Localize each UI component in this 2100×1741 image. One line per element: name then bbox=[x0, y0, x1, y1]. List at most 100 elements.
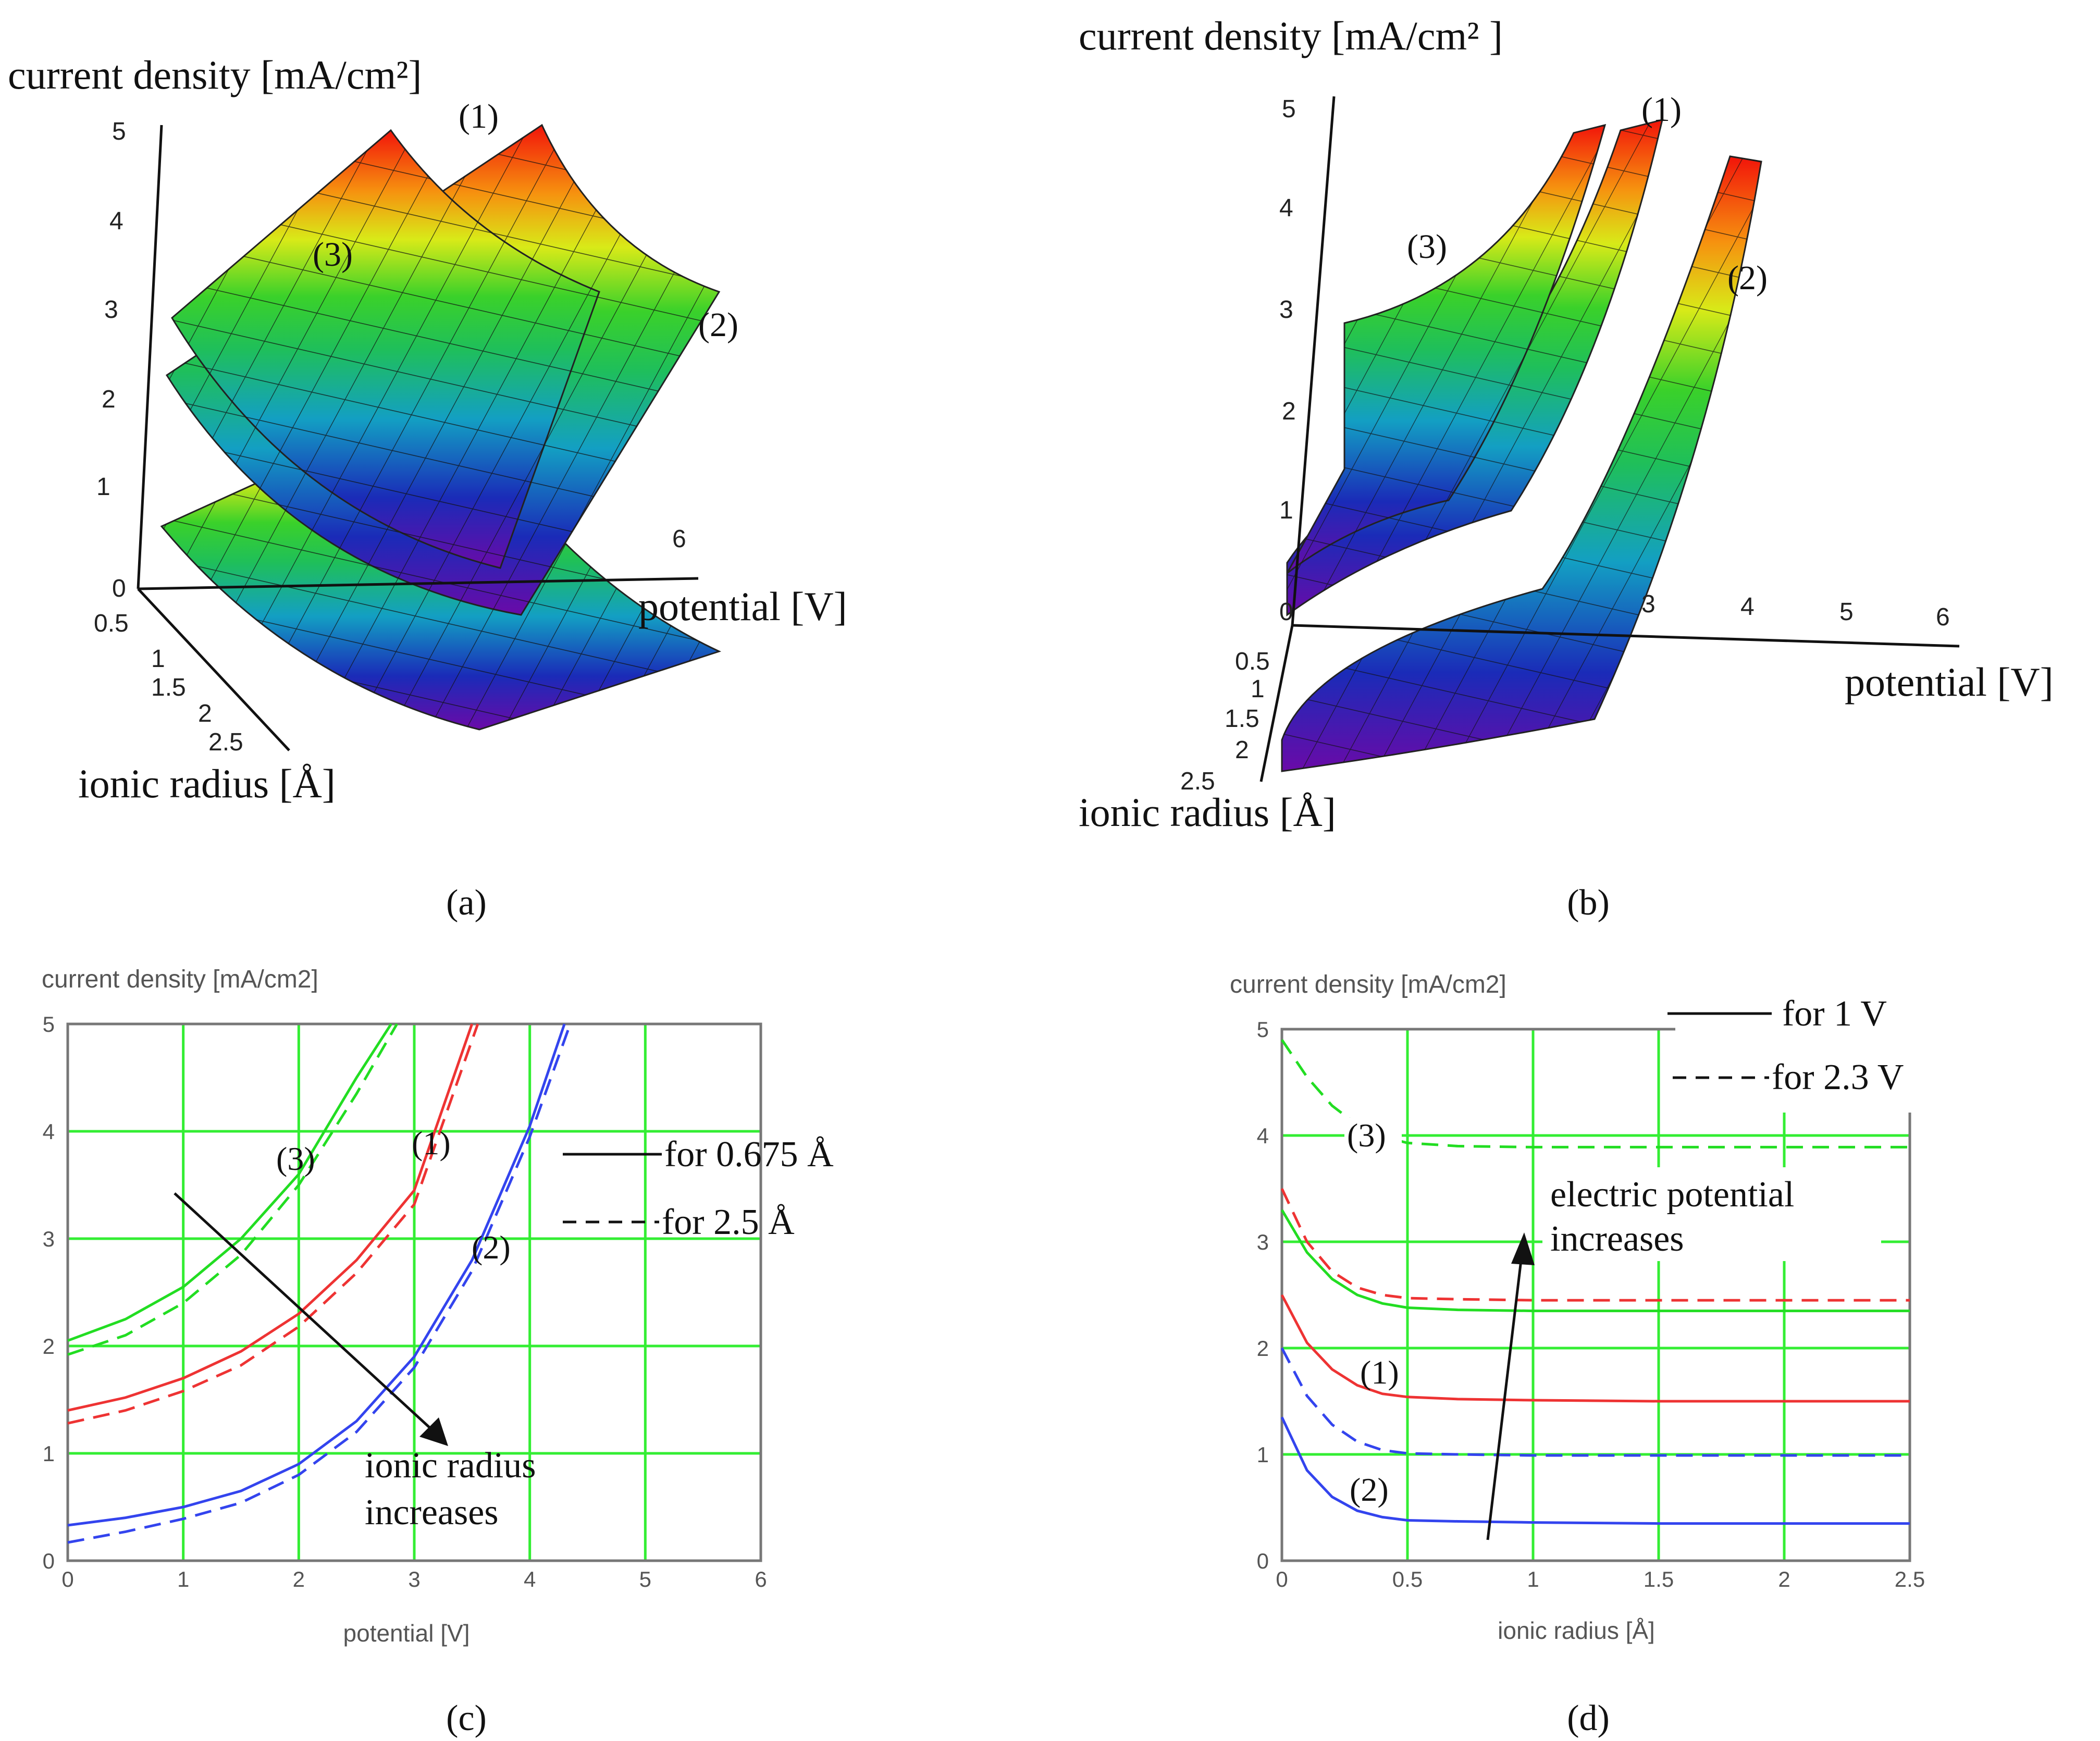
x-tick-label: 1.5 bbox=[1644, 1567, 1674, 1591]
panel-c-xlabel: potential [V] bbox=[343, 1620, 470, 1647]
panel-c-arrowhead bbox=[419, 1417, 448, 1446]
panel-c-grid bbox=[66, 1022, 762, 1562]
panel-b-label-3: (3) bbox=[1407, 228, 1447, 266]
panel-c-arrow-line bbox=[174, 1192, 431, 1429]
z-tick: 0 bbox=[112, 575, 126, 602]
x-tick: 6 bbox=[1936, 603, 1950, 631]
panel-c-ticks: 0 1 2 3 4 5 6 0 1 2 3 4 5 bbox=[43, 1012, 767, 1591]
y-tick-label: 0 bbox=[1257, 1549, 1269, 1573]
x-tick-label: 5 bbox=[639, 1567, 651, 1591]
panel-c-label-1: (1) bbox=[412, 1125, 451, 1162]
y-tick: 1 bbox=[151, 645, 165, 673]
panel-d-lines bbox=[1280, 1039, 1910, 1525]
y-tick: 2.5 bbox=[1180, 768, 1215, 795]
x-tick-label: 3 bbox=[408, 1567, 420, 1591]
series-line bbox=[1280, 1039, 1910, 1149]
panel-a-z-ticks: 5 4 3 2 1 0 6 0.5 1 1.5 2 2.5 bbox=[94, 118, 686, 756]
x-tick-label: 0 bbox=[1276, 1567, 1288, 1591]
series-line bbox=[67, 1023, 479, 1425]
z-tick: 4 bbox=[109, 207, 123, 235]
panel-d-label-3: (3) bbox=[1347, 1117, 1386, 1154]
y-tick-label: 4 bbox=[1257, 1123, 1269, 1148]
y-tick-label: 0 bbox=[43, 1549, 55, 1573]
panel-b-mesh-2 bbox=[1282, 156, 1761, 771]
y-tick-label: 5 bbox=[1257, 1017, 1269, 1042]
panel-d: current density [mA/cm2] 0 0.5 1 1.5 2 2.5 0 1 2… bbox=[1230, 971, 2040, 1644]
panel-a-ylabel: ionic radius [Å] bbox=[78, 761, 336, 806]
panel-b: current density [mA/cm² ] 5 4 3 2 1 0 3 … bbox=[1079, 13, 2054, 835]
z-tick: 2 bbox=[1282, 398, 1296, 425]
series-line bbox=[1280, 1188, 1910, 1302]
z-tick: 1 bbox=[96, 473, 110, 501]
panel-a-xlabel: potential [V] bbox=[638, 584, 847, 629]
panel-c-annot-2: increases bbox=[365, 1492, 499, 1533]
caption-c: (c) bbox=[446, 1698, 487, 1738]
panel-a-label-1: (1) bbox=[459, 97, 499, 135]
panel-b-xlabel: potential [V] bbox=[1845, 659, 2054, 705]
panel-b-y-axis bbox=[1259, 625, 1294, 782]
panel-d-arrow-line bbox=[1486, 1255, 1523, 1540]
y-tick: 1.5 bbox=[151, 674, 186, 701]
panel-b-z-axis bbox=[1291, 96, 1336, 626]
y-tick-label: 2 bbox=[1257, 1336, 1269, 1361]
panel-c-legend-solid: for 0.675 Å bbox=[664, 1134, 834, 1175]
panel-a-z-axis bbox=[137, 125, 163, 589]
z-tick: 5 bbox=[112, 118, 126, 145]
panel-b-ticks: 5 4 3 2 1 0 3 4 5 6 0.5 1 1.5 2 2.5 bbox=[1180, 95, 1950, 795]
y-tick: 1 bbox=[1251, 675, 1265, 703]
series-line bbox=[1280, 1416, 1910, 1525]
z-tick: 4 bbox=[1279, 194, 1293, 222]
z-tick: 3 bbox=[104, 296, 118, 324]
y-tick: 1.5 bbox=[1225, 705, 1259, 733]
panel-c-legend-dashed: for 2.5 Å bbox=[662, 1202, 795, 1242]
y-tick: 2 bbox=[198, 700, 212, 727]
x-tick: 6 bbox=[672, 525, 686, 553]
y-tick-label: 1 bbox=[43, 1441, 55, 1466]
caption-a: (a) bbox=[446, 883, 487, 923]
panel-b-label-1: (1) bbox=[1641, 91, 1682, 129]
panel-d-annot-1: electric potential bbox=[1550, 1175, 1794, 1215]
series-line bbox=[67, 1023, 392, 1342]
series-line bbox=[1280, 1294, 1910, 1403]
series-line bbox=[67, 1023, 572, 1544]
y-tick-label: 1 bbox=[1257, 1442, 1269, 1467]
z-tick: 5 bbox=[1282, 95, 1296, 123]
y-tick-label: 2 bbox=[43, 1334, 55, 1359]
series-line bbox=[67, 1023, 398, 1356]
x-tick-label: 1 bbox=[177, 1567, 189, 1591]
x-tick-label: 2 bbox=[1778, 1567, 1790, 1591]
y-tick-label: 3 bbox=[1257, 1230, 1269, 1254]
x-tick-label: 1 bbox=[1527, 1567, 1539, 1591]
y-tick-label: 5 bbox=[43, 1012, 55, 1036]
x-tick-label: 6 bbox=[755, 1567, 767, 1591]
panel-a-y-axis bbox=[137, 588, 290, 751]
y-tick: 2.5 bbox=[208, 728, 243, 756]
panel-c: current density [mA/cm2] 0 1 2 3 4 5 6 0 1 2 3 4 5 p… bbox=[42, 966, 834, 1647]
x-tick-label: 2 bbox=[293, 1567, 305, 1591]
panel-b-ylabel: ionic radius [Å] bbox=[1079, 789, 1336, 835]
panel-b-mesh-3 bbox=[1287, 125, 1605, 573]
x-tick-label: 0 bbox=[61, 1567, 73, 1591]
panel-a-mesh-3 bbox=[172, 130, 599, 568]
y-tick-label: 3 bbox=[43, 1227, 55, 1251]
panel-d-legend-bg bbox=[1675, 998, 2040, 1113]
panel-d-arrowhead bbox=[1511, 1232, 1535, 1265]
panel-d-annot-2: increases bbox=[1550, 1219, 1684, 1259]
panel-c-lines bbox=[67, 1023, 572, 1544]
x-tick-label: 4 bbox=[524, 1567, 536, 1591]
x-tick: 4 bbox=[1740, 593, 1755, 621]
panel-b-surfaces bbox=[1281, 118, 1762, 772]
x-tick-label: 2.5 bbox=[1895, 1567, 1925, 1591]
panel-c-annot-1: ionic radius bbox=[365, 1446, 536, 1486]
panel-d-xlabel: ionic radius [Å] bbox=[1498, 1617, 1655, 1644]
x-tick: 5 bbox=[1839, 598, 1854, 626]
panel-c-ylabel: current density [mA/cm2] bbox=[42, 966, 318, 993]
panel-a: current density [mA/cm²] 5 4 3 2 1 0 6 0… bbox=[8, 52, 847, 806]
panel-b-zlabel: current density [mA/cm² ] bbox=[1079, 13, 1503, 58]
y-tick: 2 bbox=[1235, 736, 1249, 764]
series-line bbox=[1280, 1209, 1910, 1313]
panel-a-label-3: (3) bbox=[313, 236, 353, 274]
panel-c-label-3: (3) bbox=[276, 1140, 315, 1177]
series-line bbox=[67, 1023, 566, 1527]
